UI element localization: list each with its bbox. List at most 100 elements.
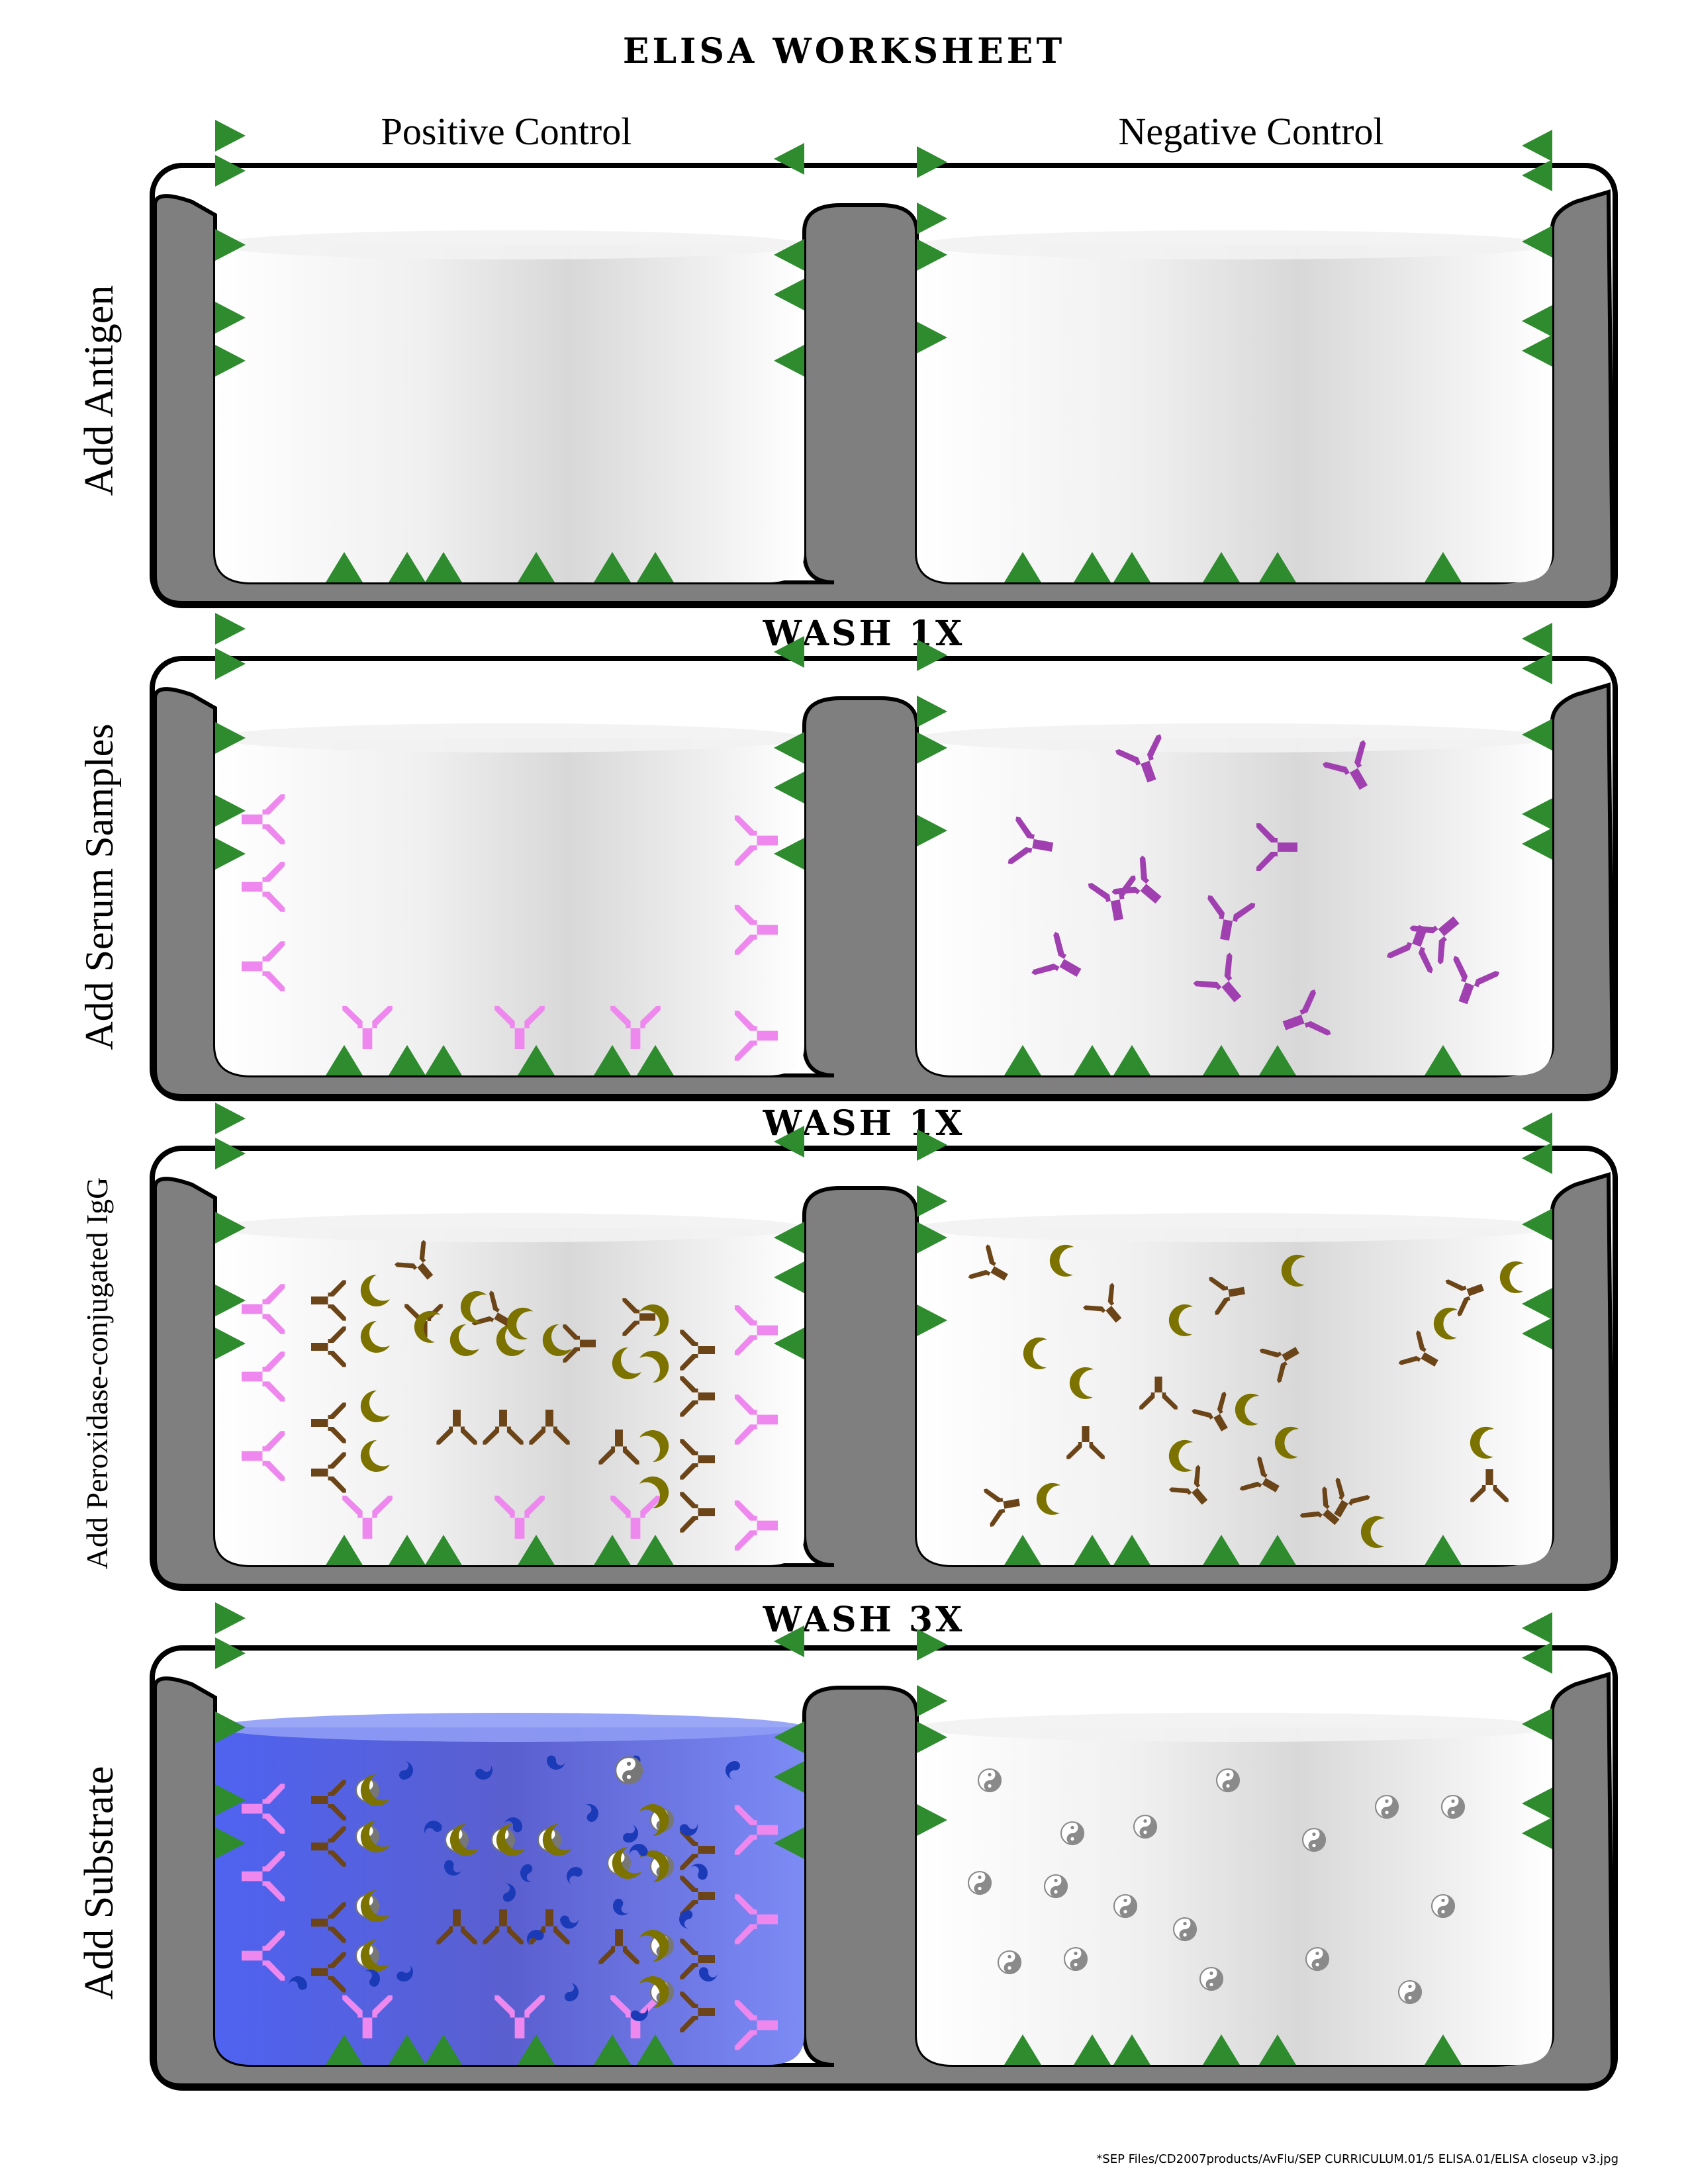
secondary-antibody-icon	[311, 1952, 346, 1993]
free-conjugate-icon	[1209, 1277, 1245, 1315]
antigen-icon	[1259, 1045, 1296, 1075]
antigen-icon	[1203, 1045, 1240, 1075]
secondary-antibody-icon	[680, 1376, 715, 1417]
unbound-antibody-icon	[1111, 855, 1162, 904]
antigen-icon	[1522, 719, 1552, 751]
substrate-yinyang-icon	[1301, 1827, 1327, 1852]
secondary-antibody-icon	[680, 1938, 715, 1979]
well-rim	[917, 1213, 1552, 1242]
antigen-icon	[917, 203, 947, 234]
antigen-icon	[389, 552, 426, 582]
antigen-icon	[637, 1045, 674, 1075]
secondary-antibody-icon	[680, 1439, 715, 1480]
enzyme-crescent-icon	[1433, 1307, 1458, 1340]
antigen-icon	[774, 772, 804, 803]
antigen-icon	[917, 732, 947, 764]
antigen-icon	[1004, 2034, 1041, 2065]
product-icon	[630, 2005, 648, 2021]
free-conjugate-icon	[471, 1291, 512, 1327]
substrate-yinyang-icon	[1113, 1893, 1138, 1919]
enzyme-crescent-icon	[506, 1307, 534, 1340]
antigen-icon	[1113, 1045, 1150, 1075]
antigen-icon	[326, 2034, 363, 2065]
product-icon	[630, 1844, 648, 1856]
free-conjugate-icon	[563, 1324, 596, 1363]
free-conjugate-icon	[1445, 1279, 1484, 1317]
enzyme-crescent-icon	[612, 1846, 641, 1879]
antigen-icon	[215, 1784, 246, 1816]
antigen-icon	[1425, 1535, 1462, 1565]
enzyme-crescent-icon	[1168, 1439, 1193, 1472]
product-icon	[289, 1976, 307, 1990]
enzyme-crescent-icon	[1281, 1254, 1305, 1287]
antigen-icon	[1522, 159, 1552, 191]
enzyme-crescent-icon	[360, 1439, 390, 1472]
enzyme-crescent-icon	[639, 1430, 669, 1463]
antigen-icon	[1074, 552, 1111, 582]
antigen-icon	[215, 1212, 246, 1244]
plate-panel-2	[150, 613, 1618, 1101]
substrate-yinyang-icon	[1440, 1794, 1466, 1819]
primary-antibody-icon	[734, 1805, 778, 1855]
antigen-icon	[917, 1685, 947, 1717]
well-rim	[917, 230, 1552, 259]
row-label-substrate: Add Substrate	[77, 1766, 122, 1999]
plate-panel-3	[150, 1103, 1618, 1591]
antigen-icon	[1522, 653, 1552, 684]
antigen-icon	[1259, 2034, 1296, 2065]
primary-antibody-icon	[242, 941, 285, 991]
primary-antibody-icon	[734, 2000, 778, 2050]
product-icon	[726, 1761, 740, 1780]
antigen-icon	[1425, 1045, 1462, 1075]
antigen-icon	[917, 1304, 947, 1336]
antigen-icon	[1259, 552, 1296, 582]
antigen-icon	[1522, 1318, 1552, 1349]
primary-antibody-icon	[734, 815, 778, 866]
plate-panel-4	[150, 1602, 1618, 2091]
substrate-yinyang-icon	[1397, 1979, 1423, 2005]
substrate-yinyang-icon	[614, 1756, 643, 1785]
substrate-yinyang-icon	[1199, 1966, 1224, 1991]
product-icon	[363, 1970, 380, 1987]
secondary-antibody-icon	[680, 1991, 715, 2032]
antigen-icon	[917, 1222, 947, 1253]
product-icon	[613, 1898, 630, 1915]
antigen-icon	[917, 146, 947, 178]
primary-antibody-icon	[342, 1995, 393, 2038]
secondary-antibody-icon	[311, 1402, 346, 1443]
unbound-antibody-icon	[1207, 895, 1256, 941]
primary-antibody-icon	[494, 1005, 545, 1049]
antigen-icon	[917, 1629, 947, 1661]
free-conjugate-icon	[1259, 1347, 1299, 1383]
primary-antibody-icon	[242, 1931, 285, 1981]
free-conjugate-icon	[622, 1298, 655, 1336]
antigen-icon	[774, 838, 804, 870]
enzyme-crescent-icon	[496, 1823, 526, 1856]
antigen-icon	[1074, 1535, 1111, 1565]
secondary-antibody-icon	[311, 1326, 346, 1367]
antigen-icon	[215, 1285, 246, 1316]
enzyme-crescent-icon	[360, 1320, 390, 1353]
free-conjugate-icon	[1334, 1477, 1370, 1518]
primary-antibody-icon	[734, 1305, 778, 1355]
antigen-icon	[917, 1129, 947, 1161]
well-negative	[917, 245, 1552, 582]
secondary-antibody-icon	[680, 1492, 715, 1533]
free-conjugate-icon	[1192, 1391, 1228, 1432]
enzyme-crescent-icon	[1023, 1337, 1047, 1369]
antigen-icon	[1522, 1142, 1552, 1174]
product-icon	[584, 1804, 598, 1822]
antigen-icon	[917, 1721, 947, 1753]
enzyme-crescent-icon	[639, 1304, 669, 1337]
antigen-icon	[1113, 1535, 1150, 1565]
unbound-antibody-icon	[1282, 989, 1331, 1036]
secondary-antibody-icon	[311, 1780, 346, 1821]
secondary-antibody-icon	[598, 1929, 639, 1964]
enzyme-crescent-icon	[639, 1976, 669, 2009]
unbound-antibody-icon	[1031, 931, 1082, 978]
well-positive	[215, 738, 804, 1075]
free-conjugate-icon	[1398, 1330, 1438, 1367]
antigen-icon	[774, 1126, 804, 1158]
antigen-icon	[215, 155, 246, 187]
